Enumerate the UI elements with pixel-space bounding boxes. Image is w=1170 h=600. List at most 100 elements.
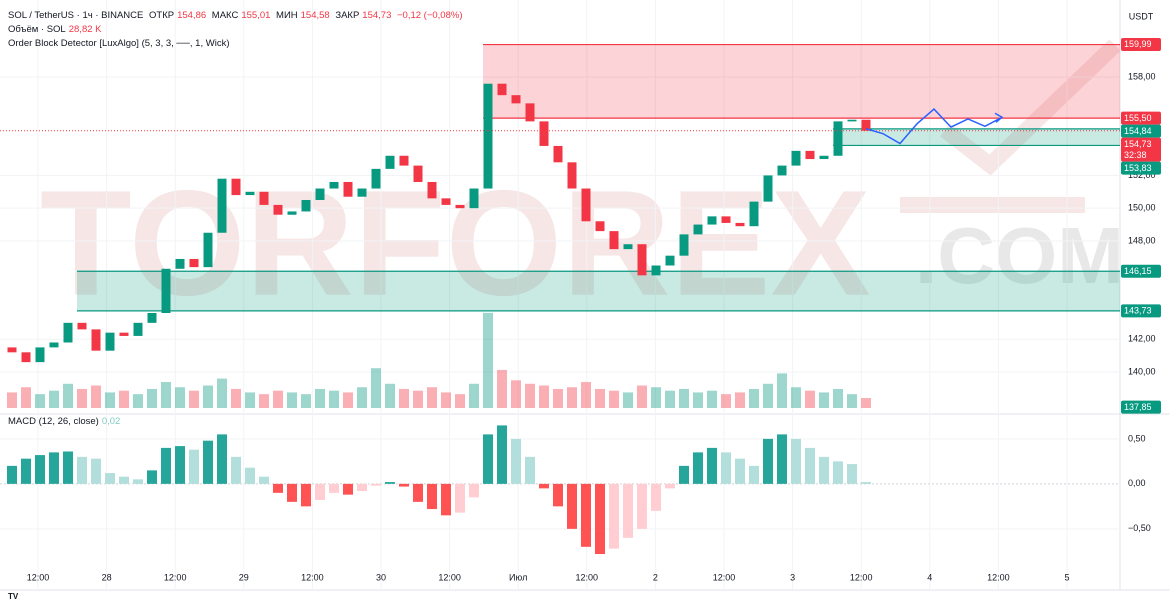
candle-body bbox=[637, 244, 647, 276]
volume-bar bbox=[553, 388, 563, 408]
macd-bar bbox=[665, 483, 675, 489]
candle-body bbox=[735, 222, 745, 227]
volume-bar bbox=[21, 387, 31, 408]
macd-bar bbox=[49, 452, 59, 484]
macd-bar bbox=[189, 449, 199, 484]
price-tag-label: 143,73 bbox=[1124, 306, 1152, 316]
candle-body bbox=[175, 258, 185, 269]
candle-body bbox=[427, 181, 437, 199]
time-label: Июл bbox=[509, 572, 527, 582]
price-tag bbox=[1121, 111, 1161, 125]
macd-bar bbox=[847, 464, 857, 484]
candle-body bbox=[819, 155, 829, 160]
volume-bar bbox=[287, 392, 297, 408]
ohlc-value: 154,73 bbox=[362, 10, 392, 21]
macd-bar bbox=[455, 483, 465, 513]
macd-bar bbox=[637, 483, 647, 529]
legend-main: SOL / TetherUS · 1ч · BINANCE ОТКР 154,86… bbox=[8, 10, 466, 21]
macd-bar bbox=[371, 483, 381, 486]
macd-bar bbox=[483, 434, 493, 484]
volume-bar bbox=[455, 394, 465, 408]
volume-bar bbox=[623, 392, 633, 408]
y-tick-label: 140,00 bbox=[1128, 366, 1156, 376]
volume-bar bbox=[735, 392, 745, 408]
macd-bar bbox=[763, 438, 773, 484]
macd-bar bbox=[609, 483, 619, 549]
macd-bar bbox=[119, 476, 129, 484]
volume-bar bbox=[707, 390, 717, 408]
macd-bar bbox=[273, 483, 283, 493]
candle-body bbox=[371, 168, 381, 189]
candle-body bbox=[189, 258, 199, 268]
volume-bar bbox=[791, 387, 801, 408]
logo: TV bbox=[8, 592, 19, 600]
volume-bar bbox=[273, 390, 283, 408]
ohlc-label: ЗАКР bbox=[335, 10, 360, 21]
volume-bar bbox=[609, 390, 619, 408]
price-tag-label: 153,83 bbox=[1124, 163, 1152, 173]
candle-body bbox=[273, 204, 283, 215]
macd-bar bbox=[413, 483, 423, 502]
macd-bar bbox=[147, 470, 157, 484]
macd-bar bbox=[315, 483, 325, 501]
candle-body bbox=[385, 155, 395, 169]
macd-bar bbox=[91, 458, 101, 484]
candle-body bbox=[665, 255, 675, 266]
candle-body bbox=[833, 121, 843, 156]
candle-body bbox=[245, 191, 255, 196]
volume-bar bbox=[259, 394, 269, 408]
candle-body bbox=[343, 181, 353, 197]
time-label: 30 bbox=[376, 572, 386, 582]
volume-bar bbox=[581, 382, 591, 408]
candle-body bbox=[861, 119, 871, 131]
volume-bar bbox=[161, 382, 171, 408]
candle-body bbox=[511, 95, 521, 104]
ohlc-value: 154,86 bbox=[177, 10, 207, 21]
volume-bar bbox=[497, 369, 507, 408]
macd-bar bbox=[441, 483, 451, 516]
macd-bar bbox=[539, 483, 549, 489]
candle-body bbox=[399, 155, 409, 166]
macd-bar bbox=[805, 447, 815, 484]
macd-bar bbox=[511, 438, 521, 484]
macd-tick-label: 0,50 bbox=[1128, 433, 1146, 443]
candle-body bbox=[609, 231, 619, 250]
time-label: 5 bbox=[1064, 572, 1069, 582]
volume-bar bbox=[385, 383, 395, 408]
price-tag-label: 137,85 bbox=[1124, 402, 1152, 412]
macd-bar bbox=[175, 446, 185, 484]
macd-bar bbox=[861, 482, 871, 484]
price-tag bbox=[1121, 137, 1161, 162]
macd-bar bbox=[833, 461, 843, 484]
candle-body bbox=[301, 199, 311, 212]
volume-bar bbox=[175, 387, 185, 408]
macd-tick-label: −0,50 bbox=[1128, 523, 1151, 533]
candle-body bbox=[63, 322, 73, 343]
time-label: 12:00 bbox=[713, 572, 736, 582]
macd-bar bbox=[693, 452, 703, 484]
candle-body bbox=[693, 224, 703, 235]
macd-bar bbox=[287, 483, 297, 502]
macd-bar bbox=[679, 465, 689, 484]
macd-bar bbox=[385, 482, 395, 484]
volume-bar bbox=[525, 383, 535, 408]
candle-body bbox=[119, 332, 129, 336]
legend-indicator: Order Block Detector [LuxAlgo] (5, 3, 3,… bbox=[8, 38, 232, 49]
candle-body bbox=[469, 188, 479, 209]
volume-bar bbox=[105, 392, 115, 408]
time-label: 12:00 bbox=[27, 572, 50, 582]
volume-bar bbox=[399, 388, 409, 408]
volume-bar bbox=[119, 390, 129, 408]
macd-last: 0,02 bbox=[101, 416, 121, 427]
volume-bar bbox=[77, 388, 87, 408]
volume-bar bbox=[679, 388, 689, 408]
y-tick-label: 158,00 bbox=[1128, 72, 1156, 82]
candle-body bbox=[497, 83, 507, 96]
macd-bar bbox=[595, 483, 605, 555]
volume-bar bbox=[231, 388, 241, 408]
macd-bar bbox=[35, 455, 45, 484]
candle-body bbox=[581, 188, 591, 222]
volume-bar bbox=[343, 392, 353, 408]
volume-value: 28,82 K bbox=[68, 24, 102, 35]
